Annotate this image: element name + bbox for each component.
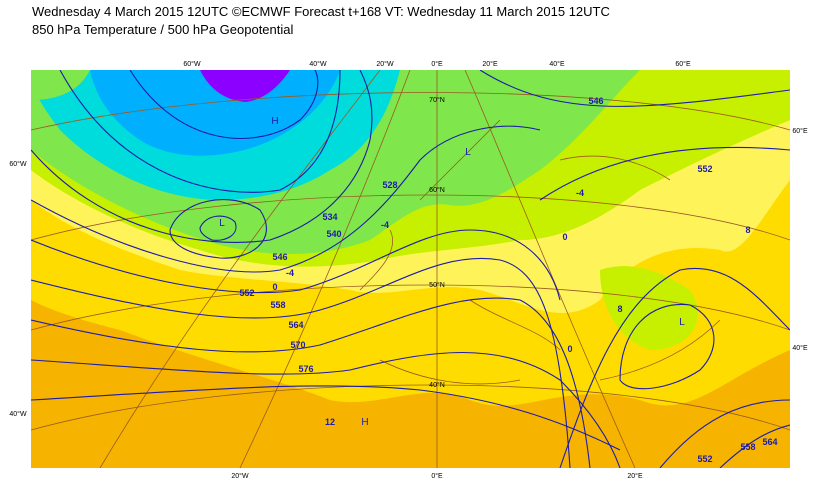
contour-label: 546	[588, 96, 603, 106]
contour-label: 558	[270, 300, 285, 310]
temperature-label: 8	[617, 304, 622, 314]
temperature-label: -4	[286, 268, 294, 278]
edge-label: 60°E	[792, 127, 808, 135]
longitude-label: 60°E	[675, 60, 691, 68]
contour-label: 564	[288, 320, 303, 330]
pressure-center: H	[271, 116, 278, 127]
longitude-label: 20°W	[231, 472, 249, 480]
geopotential-contours	[31, 70, 790, 468]
contour-label: 540	[326, 229, 341, 239]
latitude-label: 40°N	[429, 381, 445, 389]
edge-label: 60°W	[9, 160, 27, 168]
longitude-label: 40°W	[309, 60, 327, 68]
subtitle: 850 hPa Temperature / 500 hPa Geopotenti…	[32, 22, 294, 37]
contour-label: 552	[697, 164, 712, 174]
longitude-label: 60°W	[183, 60, 201, 68]
longitude-label: 0°E	[431, 472, 443, 480]
pressure-center: L	[465, 147, 471, 158]
edge-label: 40°E	[792, 344, 808, 352]
temperature-label: 12	[325, 417, 335, 427]
latitude-label: 70°N	[429, 96, 445, 104]
contour-label: 564	[762, 437, 777, 447]
title: Wednesday 4 March 2015 12UTC ©ECMWF Fore…	[32, 4, 610, 19]
latitude-label: 60°N	[429, 186, 445, 194]
temperature-label: -4	[576, 188, 584, 198]
contour-label: 552	[239, 288, 254, 298]
contour-label: 558	[740, 442, 755, 452]
contour-label: 546	[272, 252, 287, 262]
temperature-field	[31, 70, 790, 468]
longitude-label: 20°W	[376, 60, 394, 68]
graticule	[31, 70, 790, 468]
pressure-center: L	[679, 317, 685, 328]
temperature-label: 8	[745, 225, 750, 235]
temperature-label: 0	[567, 344, 572, 354]
latitude-label: 50°N	[429, 281, 445, 289]
edge-label: 40°W	[9, 410, 27, 418]
longitude-label: 20°E	[627, 472, 643, 480]
contour-label: 534	[322, 212, 337, 222]
longitude-label: 40°E	[549, 60, 565, 68]
contour-label: 528	[382, 180, 397, 190]
pressure-center: H	[361, 417, 368, 428]
contour-label: 576	[298, 364, 313, 374]
temperature-label: 0	[272, 282, 277, 292]
temperature-label: 0	[562, 232, 567, 242]
contour-label: 552	[697, 454, 712, 464]
temperature-label: -4	[381, 220, 389, 230]
contour-label: 570	[290, 340, 305, 350]
pressure-center: L	[219, 218, 225, 229]
longitude-label: 20°E	[482, 60, 498, 68]
longitude-label: 0°E	[431, 60, 443, 68]
